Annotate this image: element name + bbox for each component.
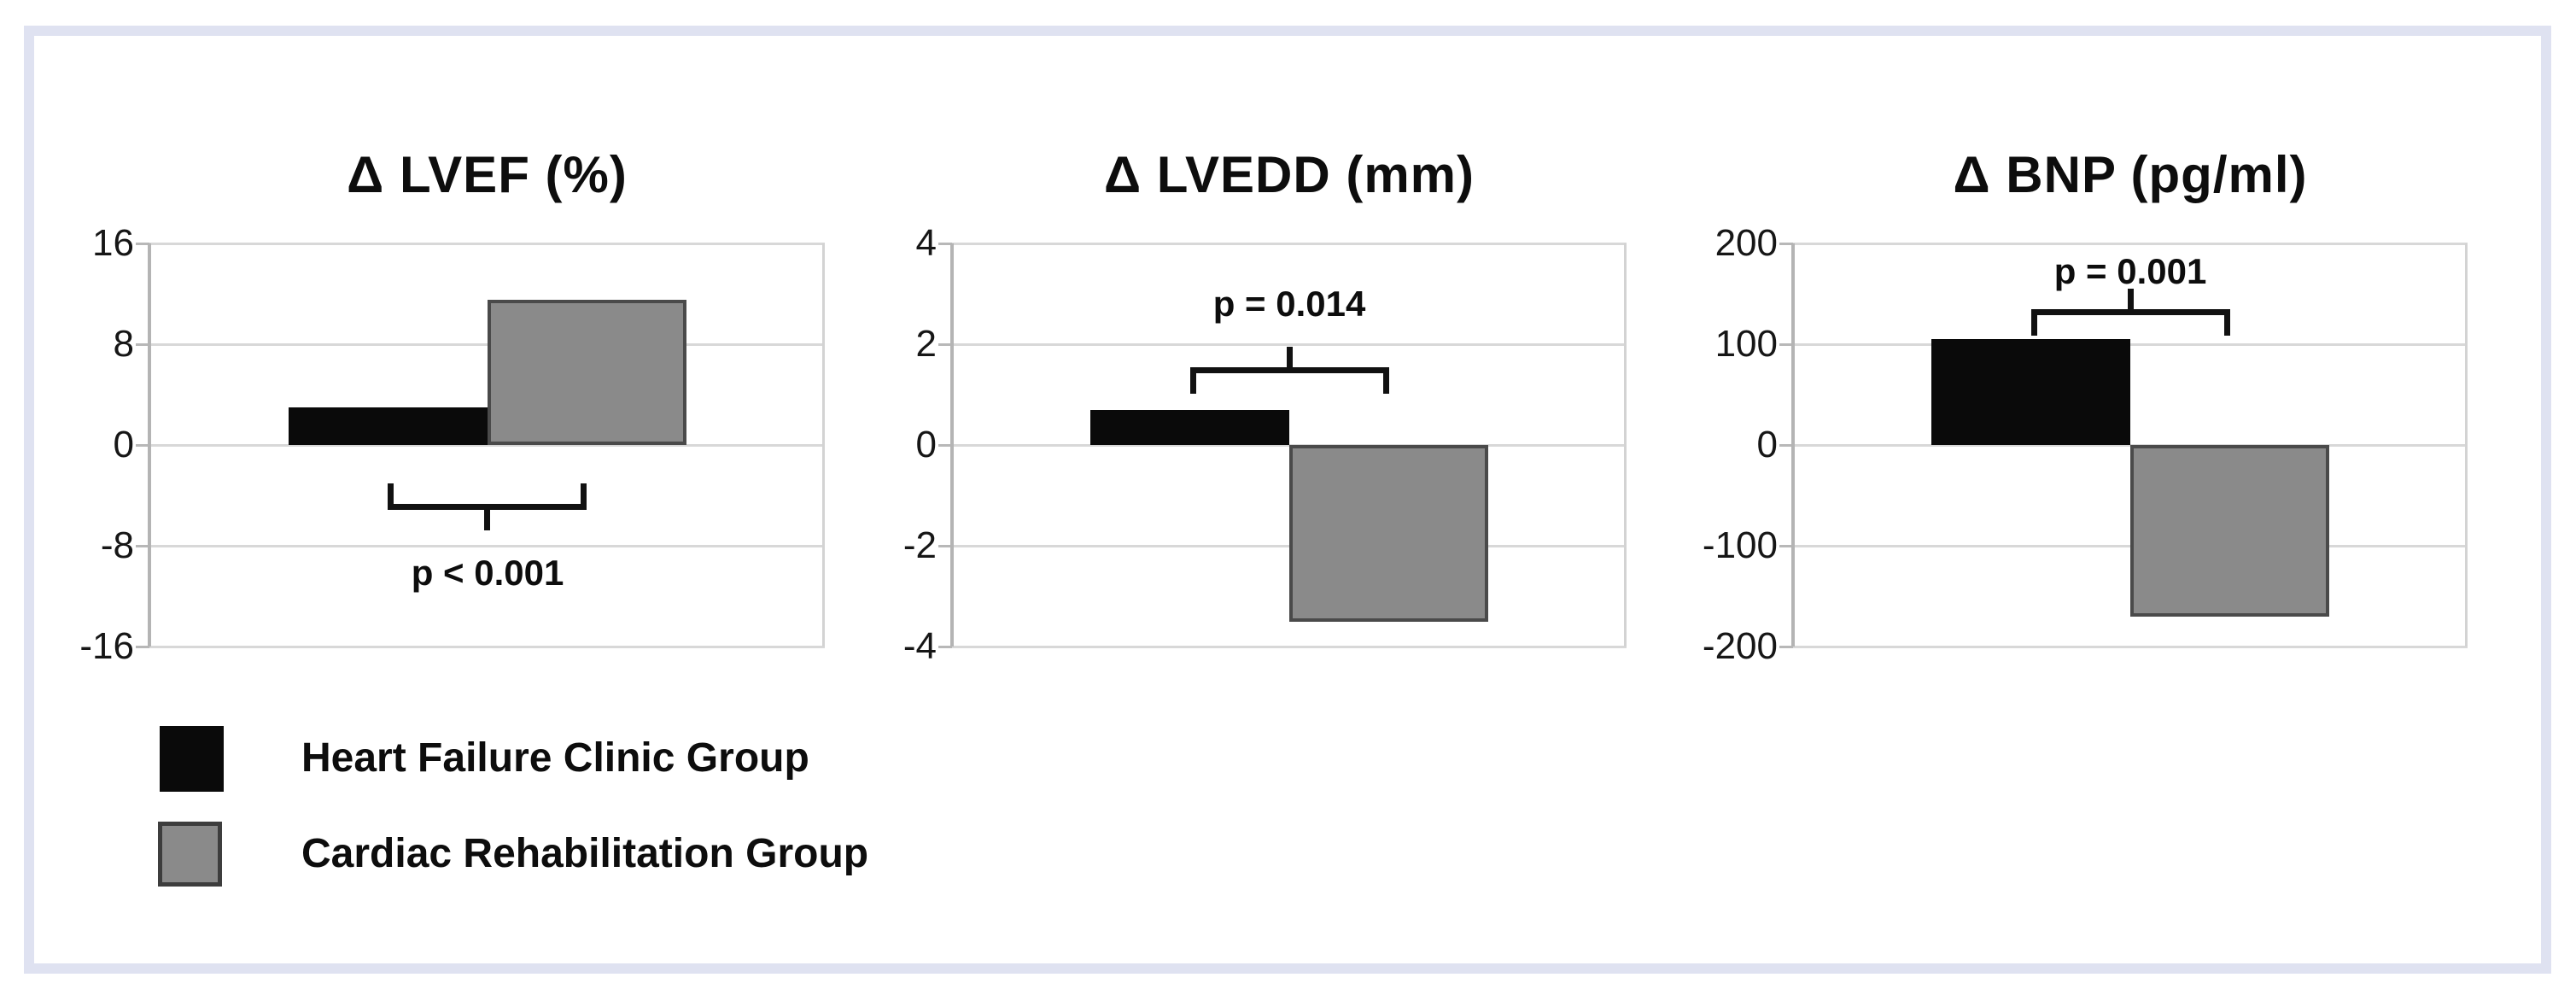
p-value-label: p = 0.014 <box>1212 284 1366 324</box>
gridline--8 <box>149 545 825 547</box>
y-tick-label--2: -2 <box>902 524 937 566</box>
y-tick-label-0: 0 <box>113 424 134 465</box>
gridline-8 <box>149 343 825 346</box>
y-tick-label-0: 0 <box>1756 424 1778 465</box>
y-tick-label--4: -4 <box>902 625 937 667</box>
y-axis-line <box>950 243 954 647</box>
y-tick-label-4: 4 <box>915 222 937 264</box>
axis-tick--2 <box>938 545 952 547</box>
bracket-left-tick <box>2031 309 2037 336</box>
legend-label-cardiac-rehab-group: Cardiac Rehabilitation Group <box>301 831 869 876</box>
y-tick-label-2: 2 <box>915 323 937 365</box>
axis-tick-8 <box>136 343 149 346</box>
gridline-0 <box>149 444 825 447</box>
p-value-label: p = 0.001 <box>2053 251 2207 291</box>
axis-tick-2 <box>938 343 952 346</box>
gridline-4 <box>952 243 1627 245</box>
bar-cardiac-rehab-group <box>488 300 686 445</box>
bracket-center-tick <box>1287 347 1293 373</box>
gridline-16 <box>149 243 825 245</box>
gridline--4 <box>952 646 1627 648</box>
legend-label-heart-failure-group: Heart Failure Clinic Group <box>301 735 809 781</box>
plot-right-border <box>1624 243 1627 647</box>
bar-heart-failure-group <box>1090 410 1289 445</box>
bar-heart-failure-group <box>289 407 488 445</box>
y-tick-label--100: -100 <box>1702 524 1778 566</box>
y-tick-label--8: -8 <box>100 524 134 566</box>
chart-title: Δ LVEF (%) <box>347 145 628 203</box>
chart-title: Δ LVEDD (mm) <box>1103 145 1475 203</box>
gridline-200 <box>1793 243 2468 245</box>
bar-cardiac-rehab-group <box>2130 445 2329 617</box>
legend-swatch-heart-failure-group <box>160 726 224 792</box>
axis-tick-4 <box>938 243 952 245</box>
chart-title: Δ BNP (pg/ml) <box>1953 145 2308 203</box>
y-tick-label--200: -200 <box>1702 625 1778 667</box>
axis-tick--200 <box>1779 646 1793 648</box>
y-tick-label-0: 0 <box>915 424 937 465</box>
p-value-label: p < 0.001 <box>411 553 564 593</box>
axis-tick-200 <box>1779 243 1793 245</box>
axis-tick--8 <box>136 545 149 547</box>
legend-swatch-cardiac-rehab-group <box>158 822 222 887</box>
bracket-center-tick <box>484 504 490 530</box>
axis-tick-0 <box>938 444 952 447</box>
figure-panel <box>24 26 2551 974</box>
plot-right-border <box>822 243 825 647</box>
bracket-left-tick <box>1190 367 1196 394</box>
y-tick-label-200: 200 <box>1714 222 1778 264</box>
y-tick-label--16: -16 <box>79 625 134 667</box>
axis-tick--4 <box>938 646 952 648</box>
axis-tick--100 <box>1779 545 1793 547</box>
axis-tick-16 <box>136 243 149 245</box>
axis-tick-0 <box>1779 444 1793 447</box>
bracket-left-tick <box>388 483 394 510</box>
bar-cardiac-rehab-group <box>1289 445 1488 622</box>
y-axis-line <box>1791 243 1795 647</box>
gridline--16 <box>149 646 825 648</box>
gridline-100 <box>1793 343 2468 346</box>
bracket-right-tick <box>2224 309 2230 336</box>
y-tick-label-16: 16 <box>92 222 134 264</box>
axis-tick--16 <box>136 646 149 648</box>
axis-tick-100 <box>1779 343 1793 346</box>
y-axis-line <box>148 243 151 647</box>
y-tick-label-100: 100 <box>1714 323 1778 365</box>
bracket-right-tick <box>581 483 587 510</box>
y-tick-label-8: 8 <box>113 323 134 365</box>
bracket-right-tick <box>1383 367 1389 394</box>
bar-heart-failure-group <box>1931 339 2130 445</box>
plot-right-border <box>2465 243 2468 647</box>
bracket-center-tick <box>2128 289 2134 315</box>
axis-tick-0 <box>136 444 149 447</box>
gridline--200 <box>1793 646 2468 648</box>
gridline-2 <box>952 343 1627 346</box>
